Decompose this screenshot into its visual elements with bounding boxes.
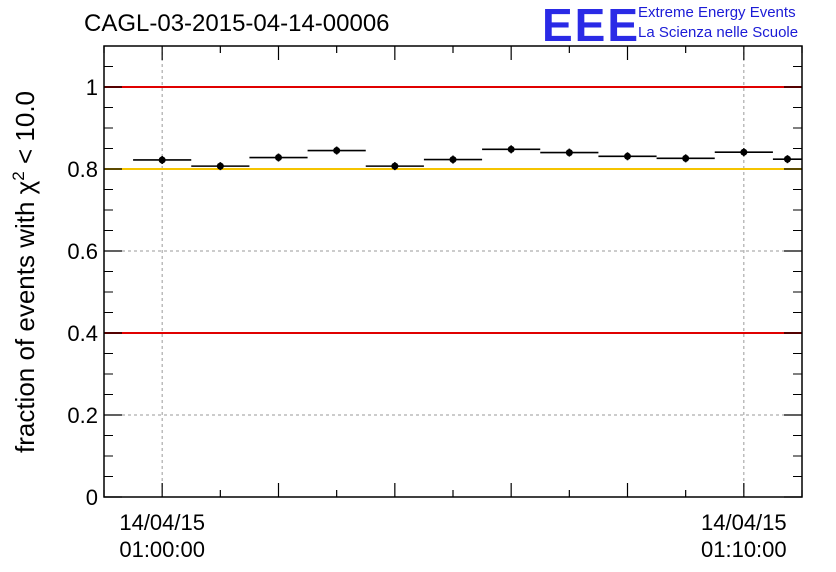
point-marker	[682, 154, 690, 162]
data-point	[307, 146, 366, 155]
point-marker	[740, 148, 748, 156]
data-point	[191, 162, 250, 171]
point-marker	[624, 152, 631, 160]
x-tick-label-date: 14/04/15	[119, 510, 205, 535]
y-axis-label-superscript: 2	[9, 171, 28, 180]
logo-text-line2: La Scienza nelle Scuole	[638, 24, 799, 41]
y-tick-label: 0.2	[67, 403, 98, 428]
point-marker	[275, 154, 282, 162]
x-tick-label-date: 14/04/15	[701, 510, 787, 535]
point-marker	[507, 145, 515, 153]
data-point	[598, 152, 657, 161]
tick-labels: 00.20.40.60.8114/04/1501:00:0014/04/1501…	[67, 75, 786, 562]
plot-frame	[103, 45, 803, 498]
eee-logo-mark: EEE	[542, 0, 641, 51]
data-point	[772, 155, 802, 164]
logo-text-line1: Extreme Energy Events	[638, 4, 796, 21]
point-marker	[216, 162, 224, 170]
y-tick-label: 0.6	[67, 239, 98, 264]
data-points	[133, 145, 802, 171]
x-tick-label-time: 01:10:00	[701, 537, 787, 562]
data-point	[423, 155, 483, 164]
grid-lines	[104, 46, 802, 497]
data-point	[133, 155, 192, 164]
axis-ticks	[103, 45, 803, 498]
data-point	[482, 145, 541, 154]
chart-title: CAGL-03-2015-04-14-00006	[84, 10, 390, 37]
y-tick-label: 0.8	[67, 157, 98, 182]
point-marker	[391, 162, 399, 170]
y-tick-label: 1	[86, 75, 98, 100]
y-axis-label-tail: < 10.0	[10, 91, 40, 171]
x-tick-label-time: 01:00:00	[119, 537, 205, 562]
y-tick-label: 0.4	[67, 321, 98, 346]
data-point	[365, 162, 424, 171]
y-axis-label-main: fraction of events with χ	[10, 180, 40, 453]
y-tick-label: 0	[86, 485, 98, 510]
point-marker	[565, 149, 573, 157]
data-point	[249, 153, 308, 162]
point-marker	[449, 156, 457, 164]
data-point	[540, 148, 599, 157]
point-marker	[158, 156, 166, 164]
point-marker	[333, 147, 341, 155]
data-point	[656, 154, 715, 163]
point-marker	[783, 155, 791, 163]
data-point	[714, 148, 773, 157]
y-axis-label: fraction of events with χ2 < 10.0	[9, 91, 40, 453]
reference-lines	[104, 86, 802, 334]
